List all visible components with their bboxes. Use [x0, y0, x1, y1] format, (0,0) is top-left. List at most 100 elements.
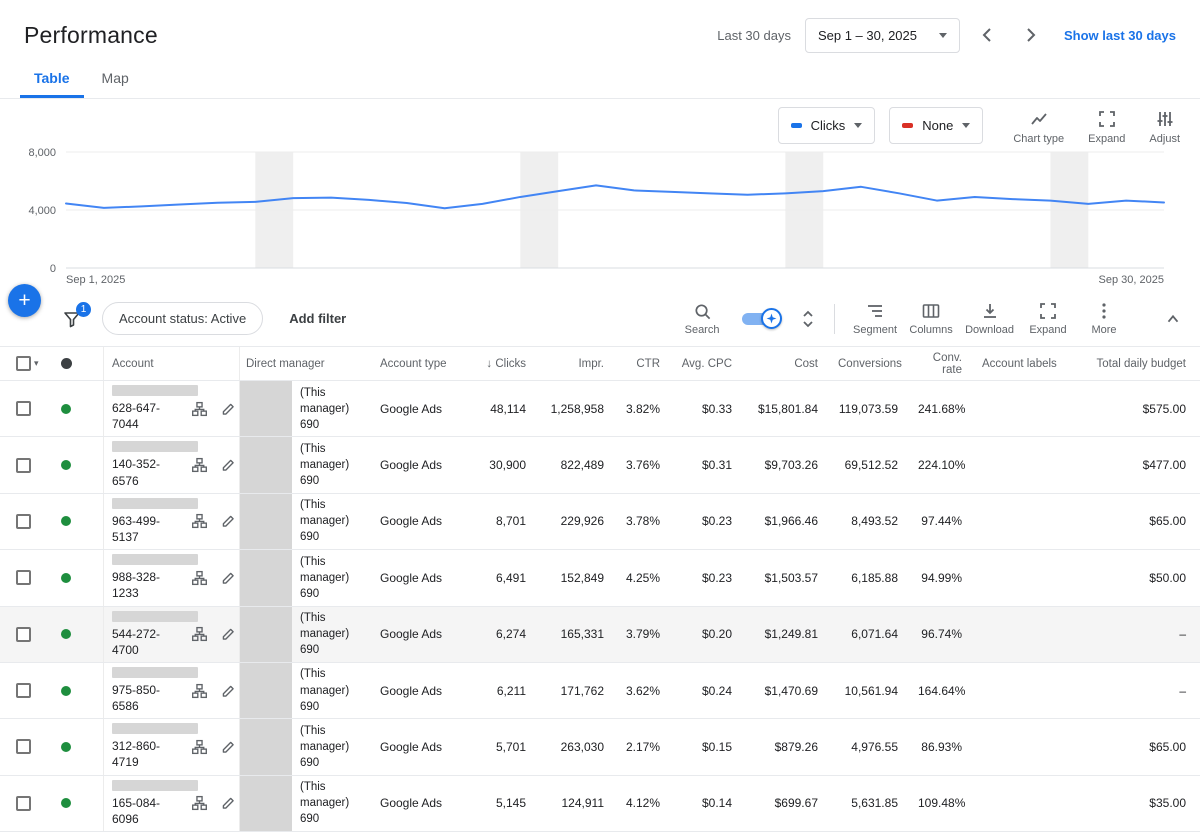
search-button[interactable]: Search [676, 300, 728, 338]
metric-primary-swatch [790, 123, 802, 128]
view-toggle[interactable] [742, 307, 783, 330]
add-button[interactable]: + [8, 284, 41, 317]
segment-button[interactable]: Segment [849, 299, 901, 338]
account-id[interactable]: 963-499-5137 [112, 513, 161, 544]
col-account-type[interactable]: Account type [380, 357, 447, 370]
direct-manager-cell: (This manager) 690 [240, 493, 374, 550]
edit-icon[interactable] [220, 795, 237, 812]
date-range-picker[interactable]: Sep 1 – 30, 2025 [804, 17, 960, 53]
segment-label: Segment [853, 324, 898, 336]
redacted-manager-name [240, 719, 292, 775]
edit-icon[interactable] [220, 682, 237, 699]
table-row[interactable]: 975-850-6586 (This manager) 690 Google A… [0, 662, 1200, 720]
sub-accounts-icon[interactable] [191, 626, 208, 643]
collapse-table-button[interactable] [1160, 306, 1186, 332]
edit-icon[interactable] [220, 626, 237, 643]
account-id[interactable]: 544-272-4700 [112, 626, 161, 657]
edit-icon[interactable] [220, 400, 237, 417]
next-period-button[interactable] [1016, 21, 1044, 49]
sub-accounts-icon[interactable] [191, 513, 208, 530]
row-checkbox[interactable] [16, 626, 31, 642]
labels-value [976, 632, 1080, 636]
edit-icon[interactable] [220, 569, 237, 586]
table-row[interactable]: 988-328-1233 (This manager) 690 Google A… [0, 550, 1200, 607]
toggle-knob [761, 307, 783, 329]
sub-accounts-icon[interactable] [191, 569, 208, 586]
cost-value: $699.67 [774, 796, 818, 811]
add-filter-button[interactable]: Add filter [283, 310, 352, 327]
account-id[interactable]: 988-328-1233 [112, 570, 161, 601]
account-id[interactable]: 975-850-6586 [112, 682, 161, 714]
table-row[interactable]: 544-272-4700 (This manager) 690 Google A… [0, 606, 1200, 663]
clicks-value: 6,491 [495, 570, 526, 585]
tab-map[interactable]: Map [101, 70, 129, 86]
columns-button[interactable]: Columns [905, 299, 957, 338]
account-id[interactable]: 312-860-4719 [112, 739, 161, 770]
filter-button[interactable]: 1 [62, 301, 91, 329]
filter-chip-account-status[interactable]: Account status: Active [102, 302, 264, 335]
sub-accounts-icon[interactable] [191, 738, 208, 755]
sub-accounts-icon[interactable] [191, 457, 208, 474]
col-cost[interactable]: Cost [794, 357, 818, 370]
row-checkbox[interactable] [16, 795, 31, 811]
manager-label: (This manager) [300, 555, 350, 584]
table-row[interactable]: 165-084-6096 (This manager) 690 Google A… [0, 775, 1200, 832]
table-row[interactable]: 140-352-6576 (This manager) 690 Google A… [0, 437, 1200, 494]
account-type-value: Google Ads [380, 627, 443, 642]
edit-icon[interactable] [220, 738, 237, 755]
chart-expand-button[interactable]: Expand [1084, 107, 1129, 147]
table-row[interactable]: 312-860-4719 (This manager) 690 Google A… [0, 719, 1200, 776]
date-controls: Last 30 days Sep 1 – 30, 2025 Show last … [717, 17, 1176, 53]
edit-icon[interactable] [220, 513, 237, 530]
more-button[interactable]: More [1078, 299, 1130, 338]
select-all-checkbox[interactable] [16, 356, 31, 371]
previous-period-button[interactable] [974, 21, 1002, 49]
clicks-value: 6,211 [496, 683, 526, 698]
row-checkbox[interactable] [16, 683, 31, 699]
line-chart-icon [1031, 113, 1047, 125]
col-account[interactable]: Account [104, 347, 240, 380]
edit-icon[interactable] [220, 457, 237, 474]
row-checkbox[interactable] [16, 457, 31, 473]
row-checkbox[interactable] [16, 570, 31, 586]
direct-manager-cell: (This manager) 690 [240, 381, 374, 437]
account-id[interactable]: 165-084-6096 [112, 795, 161, 826]
col-conv-rate[interactable]: Conv. rate [932, 351, 962, 376]
sub-accounts-icon[interactable] [191, 682, 208, 699]
col-total-daily-budget[interactable]: Total daily budget [1096, 357, 1186, 370]
sub-accounts-icon[interactable] [191, 400, 208, 417]
redacted-account-name [112, 666, 198, 678]
col-clicks[interactable]: ↓ Clicks [486, 357, 526, 370]
row-checkbox[interactable] [16, 513, 31, 529]
tab-table[interactable]: Table [20, 58, 84, 98]
expand-table-button[interactable]: Expand [1022, 299, 1074, 338]
table-row[interactable]: 963-499-5137 (This manager) 690 Google A… [0, 493, 1200, 551]
select-dropdown-caret[interactable]: ▾ [34, 358, 39, 368]
unfold-rows-button[interactable] [796, 305, 820, 333]
table-row[interactable]: 628-647-7044 (This manager) 690 Google A… [0, 381, 1200, 438]
account-cell: 988-328-1233 [104, 550, 240, 606]
redacted-account-name [112, 497, 198, 509]
direct-manager-cell: (This manager) 690 [240, 775, 374, 831]
col-direct-manager[interactable]: Direct manager [246, 357, 325, 370]
col-ctr[interactable]: CTR [636, 357, 660, 370]
metric-primary-select[interactable]: Clicks [777, 107, 876, 144]
cpc-value: $0.23 [701, 570, 732, 585]
col-account-labels[interactable]: Account labels [982, 357, 1057, 370]
col-avg-cpc[interactable]: Avg. CPC [681, 357, 732, 370]
redacted-manager-name [240, 550, 292, 606]
show-last-30-days-link[interactable]: Show last 30 days [1064, 27, 1176, 43]
manager-id: 690 [300, 644, 320, 657]
download-button[interactable]: Download [961, 299, 1018, 338]
budget-value: – [1179, 683, 1186, 698]
sub-accounts-icon[interactable] [191, 795, 208, 812]
col-conversions[interactable]: Conversions [838, 357, 902, 370]
row-checkbox[interactable] [16, 739, 31, 755]
chart-adjust-button[interactable]: Adjust [1145, 107, 1184, 147]
row-checkbox[interactable] [16, 401, 31, 417]
account-id[interactable]: 628-647-7044 [112, 401, 161, 432]
chart-type-button[interactable]: Chart type [1009, 107, 1068, 147]
account-id[interactable]: 140-352-6576 [112, 457, 161, 488]
col-impressions[interactable]: Impr. [578, 357, 604, 370]
metric-secondary-select[interactable]: None [889, 107, 984, 144]
